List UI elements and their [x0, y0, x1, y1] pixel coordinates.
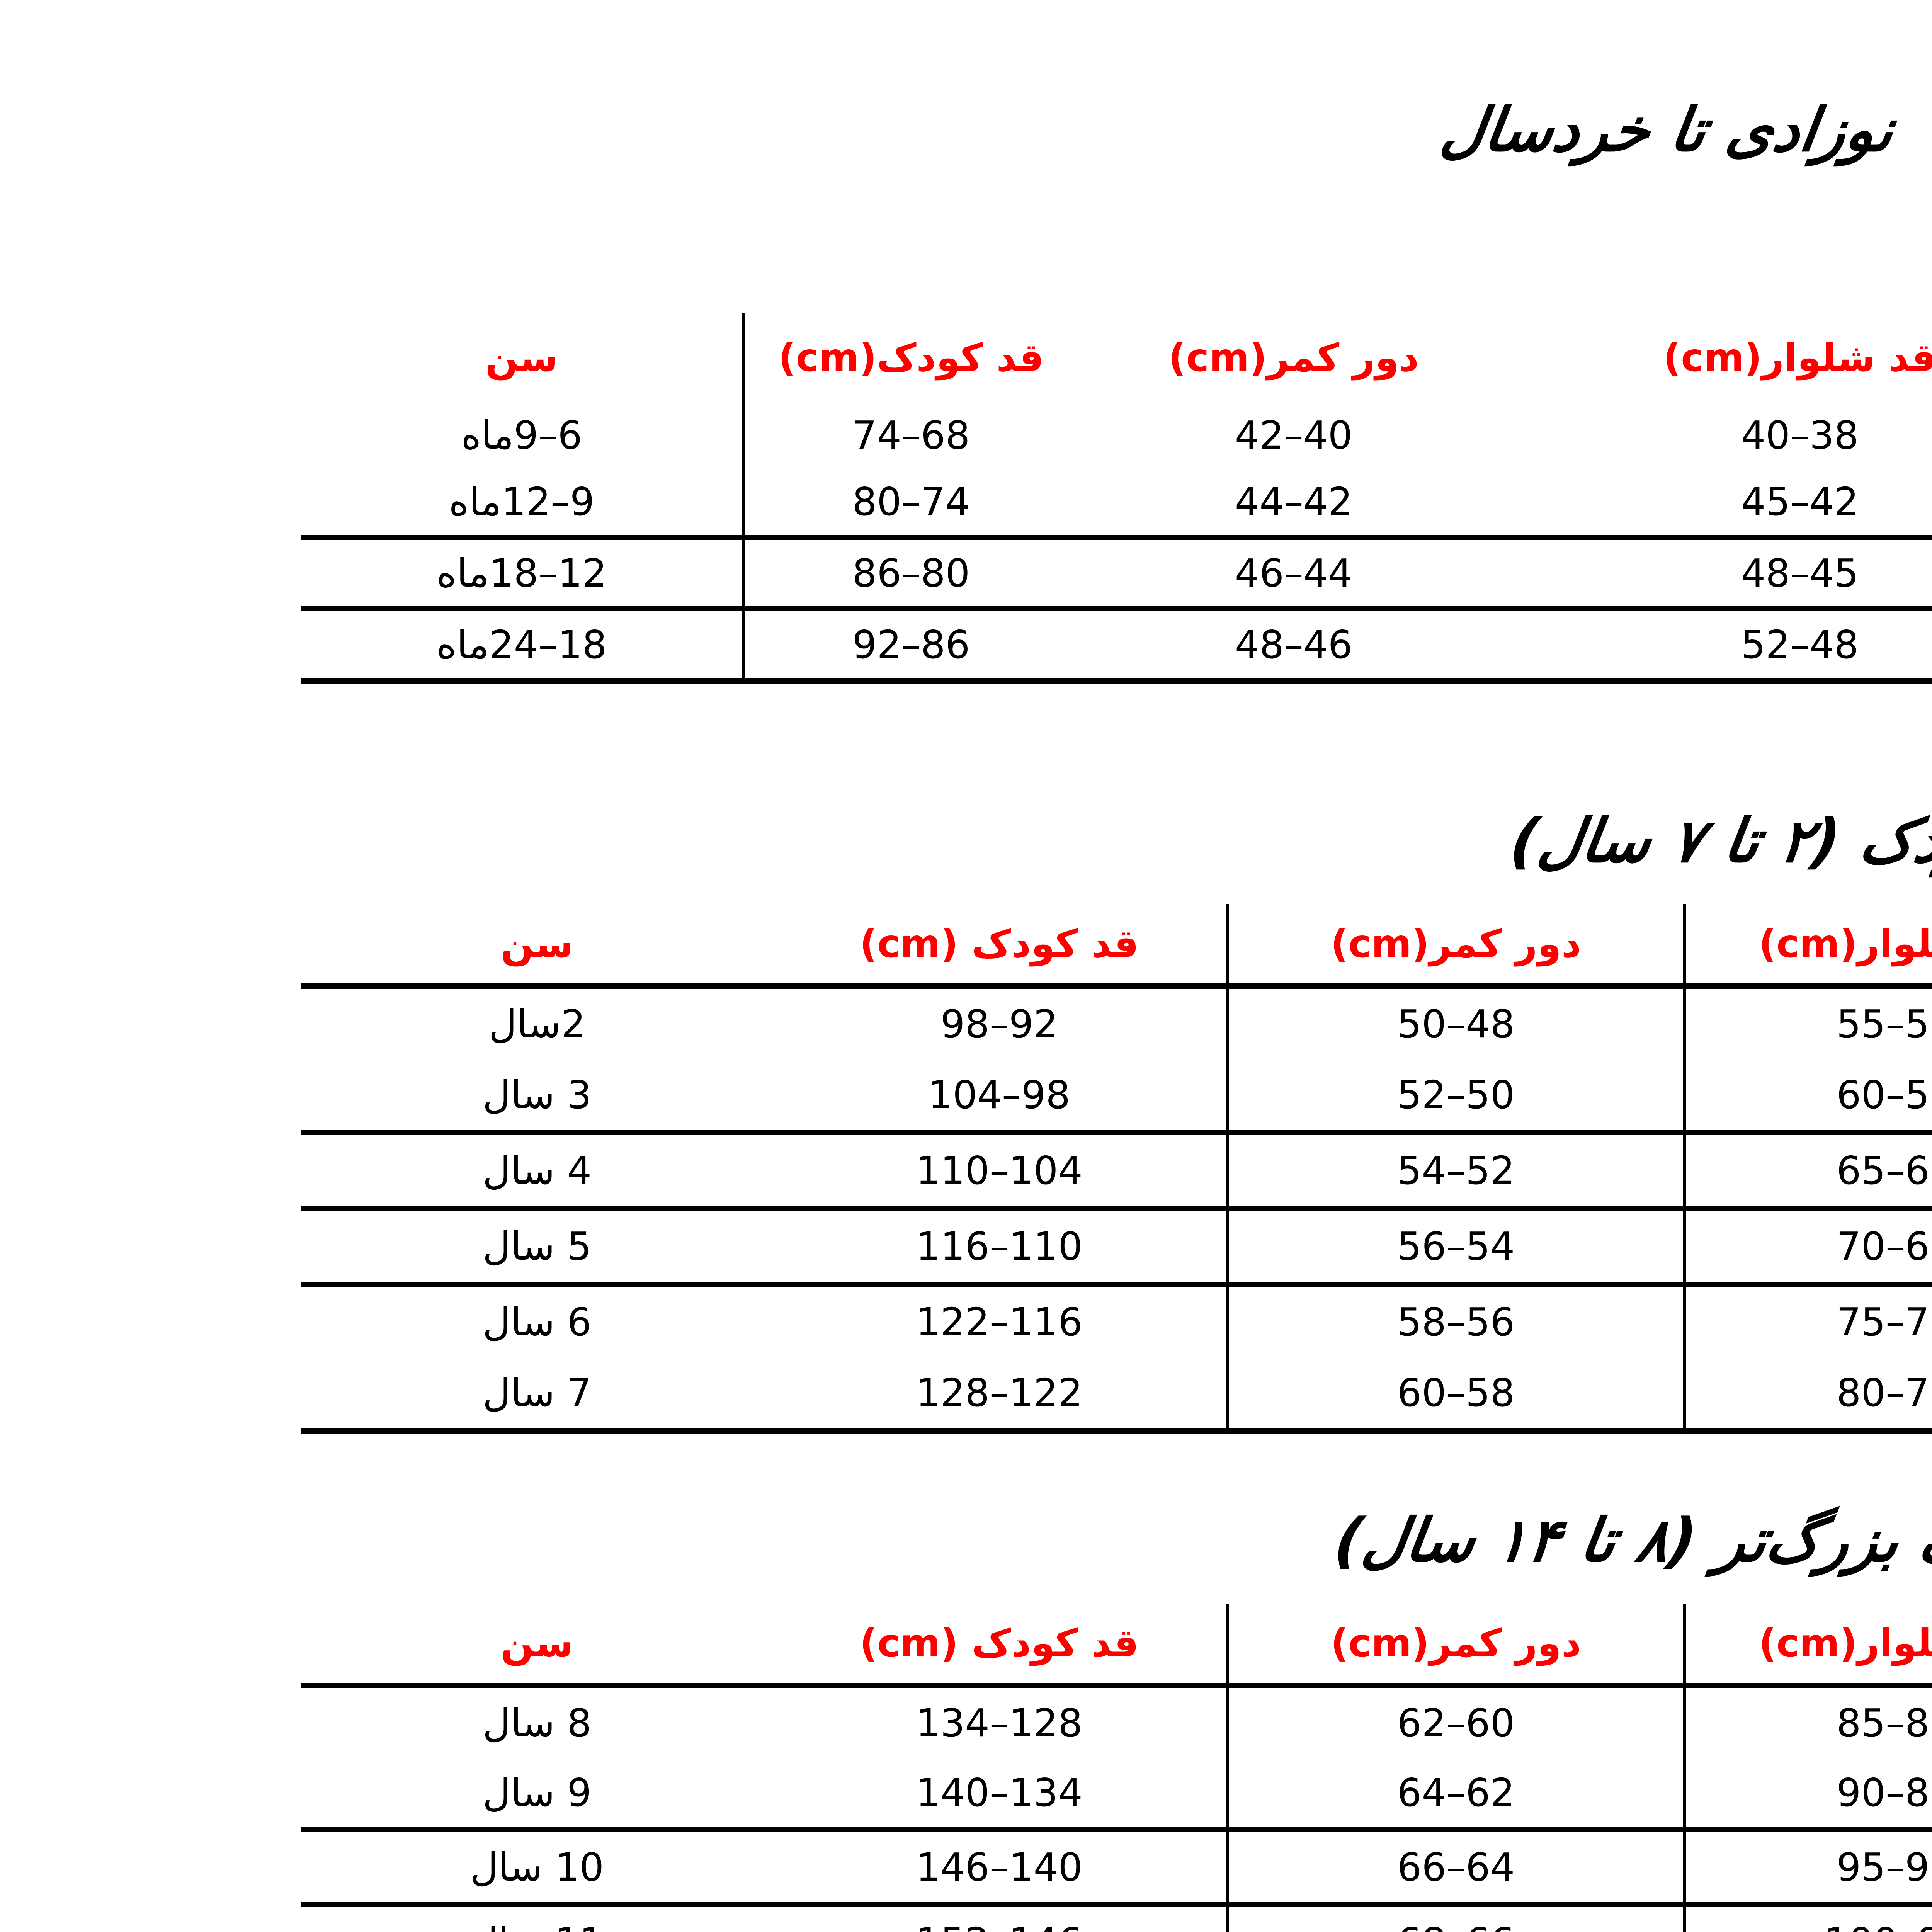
cell-age: 12–18ماه — [301, 537, 745, 611]
table-row: 5 سال 110–116 54–56 66–70 — [301, 1208, 1932, 1287]
cell-age: 9–12ماه — [301, 468, 745, 540]
header-cell-waist: دور کمر(cm) — [1227, 904, 1686, 989]
header-cell-waist: دور کمر(cm) — [1227, 1604, 1686, 1688]
cell-pants-length: 71–75 — [1685, 1284, 1932, 1357]
cell-child-height: 80–86 — [743, 537, 1077, 611]
cell-waist: 56–58 — [1227, 1284, 1686, 1357]
cell-pants-length: 86–90 — [1685, 1758, 1932, 1832]
cell-child-height: 98–104 — [773, 1060, 1229, 1135]
table-row: 4 سال 104–110 52–54 61–65 — [301, 1133, 1932, 1211]
cell-pants-length: 52–55 — [1685, 986, 1932, 1060]
cell-age: 7 سال — [301, 1357, 773, 1434]
table-row: 6 سال 116–122 56–58 71–75 — [301, 1284, 1932, 1357]
cell-age: 4 سال — [301, 1133, 773, 1211]
table-header-row: سن قد کودک(cm) دور کمر(cm) قد شلوار(cm) — [301, 313, 1932, 402]
cell-age: 10 سال — [301, 1830, 773, 1907]
child-2-7-size-table: سن قد کودک (cm) دور کمر(cm) قد شلوار(cm)… — [301, 904, 1932, 1434]
cell-child-height: 116–122 — [773, 1284, 1229, 1357]
header-cell-waist: دور کمر(cm) — [1168, 335, 1419, 380]
cell-waist: 52–54 — [1227, 1133, 1686, 1211]
cell-child-height: 122–128 — [773, 1357, 1229, 1434]
cell-waist: 46–48 — [1077, 609, 1510, 684]
cell-age: 6–9ماه — [301, 402, 745, 468]
table-row: 3 سال 98–104 50–52 56–60 — [301, 1060, 1932, 1135]
cell-age: 2سال — [488, 1002, 586, 1047]
cell-child-height: 68–74 — [852, 412, 970, 458]
cell-waist: 58–60 — [1227, 1357, 1686, 1434]
section-title-older-child-8-14: کودک بزرگ‌تر (۸ تا ۱۴ سال) — [1330, 1505, 1932, 1575]
cell-child-height: 74–80 — [743, 468, 1077, 540]
cell-waist: 54–56 — [1227, 1208, 1686, 1287]
cell-waist: 42–44 — [1077, 468, 1510, 540]
header-cell-child-height: قد کودک (cm) — [773, 904, 1229, 989]
table-row: 12–18ماه 80–86 44–46 45–48 — [301, 537, 1932, 611]
cell-pants-length: 42–45 — [1510, 468, 1932, 540]
table-row: 7 سال 122–128 58–60 76–80 — [301, 1357, 1932, 1434]
table-row: 2سال 92–98 48–50 52–55 — [301, 986, 1932, 1060]
cell-waist: 40–42 — [1235, 412, 1353, 458]
cell-age: 9 سال — [301, 1758, 773, 1832]
cell-pants-length: 56–60 — [1685, 1060, 1932, 1135]
cell-pants-length: 61–65 — [1685, 1133, 1932, 1211]
table-row: 10 سال 140–146 64–66 91–95 — [301, 1830, 1932, 1907]
header-cell-child-height: قد کودک(cm) — [778, 335, 1044, 380]
table-row: 9 سال 134–140 62–64 86–90 — [301, 1758, 1932, 1832]
cell-age: 18–24ماه — [301, 609, 745, 684]
cell-waist: 60–62 — [1227, 1685, 1686, 1758]
cell-pants-length: 48–52 — [1510, 609, 1932, 684]
cell-age: 8 سال — [482, 1700, 592, 1746]
cell-pants-length: 91–95 — [1685, 1830, 1932, 1907]
cell-pants-length: 38–40 — [1741, 412, 1859, 458]
table-row: 11 سال 146–152 66–68 96–100 — [301, 1904, 1932, 1932]
header-cell-pants-length: قد شلوار(cm) — [1685, 1604, 1932, 1688]
cell-child-height: 134–140 — [773, 1758, 1229, 1832]
cell-child-height: 128–134 — [773, 1685, 1229, 1758]
cell-child-height: 86–92 — [743, 609, 1077, 684]
cell-waist: 44–46 — [1077, 537, 1510, 611]
infant-size-table: سن قد کودک(cm) دور کمر(cm) قد شلوار(cm) … — [301, 313, 1932, 684]
cell-age: 3 سال — [301, 1060, 773, 1135]
cell-age: 11 سال — [301, 1904, 773, 1932]
header-cell-pants-length: قد شلوار(cm) — [1663, 335, 1932, 380]
cell-pants-length: 66–70 — [1685, 1208, 1932, 1287]
cell-waist: 64–66 — [1227, 1830, 1686, 1907]
table-header-row: سن قد کودک (cm) دور کمر(cm) قد شلوار(cm) — [301, 904, 1932, 989]
header-cell-age: سن — [301, 313, 745, 402]
cell-waist: 48–50 — [1227, 986, 1686, 1060]
header-cell-child-height: قد کودک (cm) — [773, 1604, 1229, 1688]
cell-pants-length: 76–80 — [1685, 1357, 1932, 1434]
cell-child-height: 140–146 — [773, 1830, 1229, 1907]
section-title-child-2-7: کودک (۲ تا ۷ سال) — [1506, 806, 1932, 876]
table-row: 6–9ماه 68–74 40–42 38–40 — [301, 402, 1932, 468]
section-title-infant: نوزادی تا خردسال — [1436, 95, 1898, 165]
cell-child-height: 92–98 — [773, 986, 1229, 1060]
header-cell-age: سن — [301, 904, 773, 989]
cell-age: 5 سال — [301, 1208, 773, 1287]
cell-pants-length: 81–85 — [1685, 1685, 1932, 1758]
cell-age: 6 سال — [482, 1299, 592, 1345]
cell-pants-length: 45–48 — [1510, 537, 1932, 611]
cell-waist: 50–52 — [1227, 1060, 1686, 1135]
cell-child-height: 146–152 — [773, 1904, 1229, 1932]
table-row: 9–12ماه 74–80 42–44 42–45 — [301, 468, 1932, 540]
older-child-8-14-size-table: سن قد کودک (cm) دور کمر(cm) قد شلوار(cm)… — [301, 1604, 1932, 1932]
table-header-row: سن قد کودک (cm) دور کمر(cm) قد شلوار(cm) — [301, 1604, 1932, 1688]
header-cell-pants-length: قد شلوار(cm) — [1685, 904, 1932, 989]
cell-pants-length: 96–100 — [1685, 1904, 1932, 1932]
header-cell-age: سن — [301, 1604, 773, 1688]
cell-child-height: 110–116 — [773, 1208, 1229, 1287]
cell-child-height: 104–110 — [773, 1133, 1229, 1211]
table-row: 18–24ماه 86–92 46–48 48–52 — [301, 609, 1932, 684]
cell-waist: 66–68 — [1227, 1904, 1686, 1932]
cell-waist: 62–64 — [1227, 1758, 1686, 1832]
table-row: 8 سال 128–134 60–62 81–85 — [301, 1685, 1932, 1758]
